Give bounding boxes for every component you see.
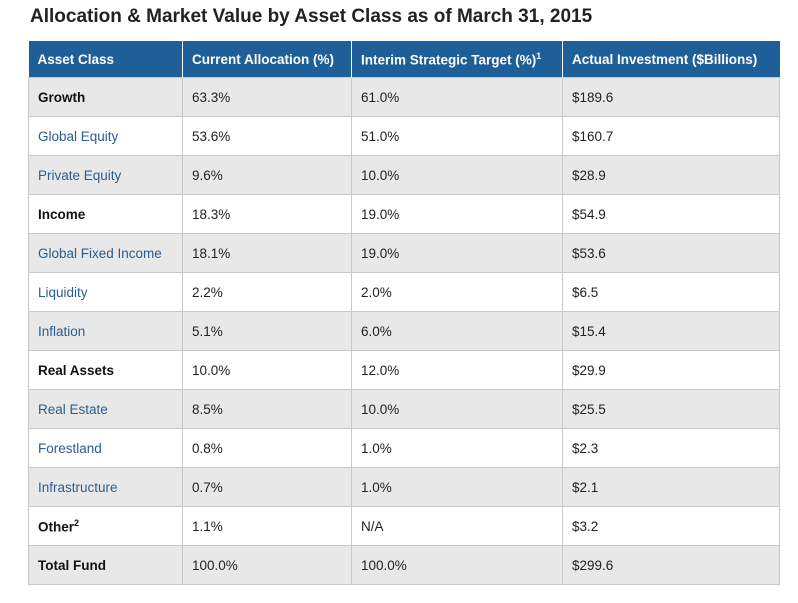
table-row: Liquidity 2.2% 2.0% $6.5 <box>28 272 780 312</box>
interim-target-cell: 2.0% <box>351 272 563 312</box>
table-row: Growth 63.3% 61.0% $189.6 <box>28 77 780 117</box>
table-row: Real Assets 10.0% 12.0% $29.9 <box>28 350 780 390</box>
actual-investment-cell: $160.7 <box>562 116 780 156</box>
interim-target-cell: 51.0% <box>351 116 563 156</box>
page-title: Allocation & Market Value by Asset Class… <box>30 6 593 27</box>
current-allocation-cell: 9.6% <box>182 155 352 195</box>
asset-class-label[interactable]: Global Fixed Income <box>38 245 162 261</box>
asset-class-cell[interactable]: Global Equity <box>28 116 183 156</box>
interim-target-cell: 12.0% <box>351 350 563 390</box>
actual-investment-cell: $2.1 <box>562 467 780 507</box>
asset-class-cell[interactable]: Inflation <box>28 311 183 351</box>
asset-class-label[interactable]: Infrastructure <box>38 479 118 495</box>
interim-target-cell: 100.0% <box>351 545 563 585</box>
asset-class-label: Income <box>38 206 86 222</box>
table-header-row: Asset Class Current Allocation (%) Inter… <box>28 41 780 78</box>
table-row: Infrastructure 0.7% 1.0% $2.1 <box>28 467 780 507</box>
actual-investment-cell: $15.4 <box>562 311 780 351</box>
header-current-allocation: Current Allocation (%) <box>182 41 352 78</box>
header-interim-target-label: Interim Strategic Target (%) <box>361 52 537 68</box>
current-allocation-cell: 0.8% <box>182 428 352 468</box>
footnote-marker: 2 <box>74 517 80 528</box>
asset-class-label[interactable]: Liquidity <box>38 284 88 300</box>
table-row: Real Estate 8.5% 10.0% $25.5 <box>28 389 780 429</box>
actual-investment-cell: $53.6 <box>562 233 780 273</box>
interim-target-cell: 61.0% <box>351 77 563 117</box>
actual-investment-cell: $29.9 <box>562 350 780 390</box>
asset-class-label[interactable]: Inflation <box>38 323 86 339</box>
table-row: Private Equity 9.6% 10.0% $28.9 <box>28 155 780 195</box>
table-row: Total Fund 100.0% 100.0% $299.6 <box>28 545 780 585</box>
asset-class-cell[interactable]: Global Fixed Income <box>28 233 183 273</box>
actual-investment-cell: $2.3 <box>562 428 780 468</box>
current-allocation-cell: 10.0% <box>182 350 352 390</box>
asset-class-cell[interactable]: Infrastructure <box>28 467 183 507</box>
current-allocation-cell: 53.6% <box>182 116 352 156</box>
current-allocation-cell: 100.0% <box>182 545 352 585</box>
actual-investment-cell: $299.6 <box>562 545 780 585</box>
footnote-marker: 1 <box>536 50 542 61</box>
asset-class-cell[interactable]: Real Estate <box>28 389 183 429</box>
asset-class-label: Real Assets <box>38 362 115 378</box>
interim-target-cell: 10.0% <box>351 155 563 195</box>
header-actual-investment: Actual Investment ($Billions) <box>562 41 780 78</box>
actual-investment-cell: $54.9 <box>562 194 780 234</box>
table-row: Forestland 0.8% 1.0% $2.3 <box>28 428 780 468</box>
interim-target-cell: 1.0% <box>351 428 563 468</box>
current-allocation-cell: 63.3% <box>182 77 352 117</box>
asset-class-label[interactable]: Global Equity <box>38 128 119 144</box>
asset-class-cell: Income <box>28 194 183 234</box>
asset-class-label[interactable]: Private Equity <box>38 167 122 183</box>
table-row: Other2 1.1% N/A $3.2 <box>28 506 780 546</box>
current-allocation-cell: 18.1% <box>182 233 352 273</box>
interim-target-cell: 19.0% <box>351 233 563 273</box>
actual-investment-cell: $6.5 <box>562 272 780 312</box>
interim-target-cell: 1.0% <box>351 467 563 507</box>
asset-class-cell: Growth <box>28 77 183 117</box>
actual-investment-cell: $25.5 <box>562 389 780 429</box>
asset-class-label: Growth <box>38 89 86 105</box>
current-allocation-cell: 8.5% <box>182 389 352 429</box>
actual-investment-cell: $3.2 <box>562 506 780 546</box>
current-allocation-cell: 1.1% <box>182 506 352 546</box>
actual-investment-cell: $28.9 <box>562 155 780 195</box>
table-row: Global Equity 53.6% 51.0% $160.7 <box>28 116 780 156</box>
current-allocation-cell: 18.3% <box>182 194 352 234</box>
asset-class-cell[interactable]: Forestland <box>28 428 183 468</box>
asset-class-cell[interactable]: Liquidity <box>28 272 183 312</box>
asset-class-cell: Total Fund <box>28 545 183 585</box>
asset-class-cell: Other2 <box>28 506 183 546</box>
table-body: Growth 63.3% 61.0% $189.6 Global Equity 53.6%… <box>28 77 780 585</box>
interim-target-cell: 10.0% <box>351 389 563 429</box>
header-interim-target: Interim Strategic Target (%)1 <box>351 41 563 78</box>
interim-target-cell: 6.0% <box>351 311 563 351</box>
interim-target-cell: N/A <box>351 506 563 546</box>
table-row: Inflation 5.1% 6.0% $15.4 <box>28 311 780 351</box>
asset-class-label[interactable]: Real Estate <box>38 401 108 417</box>
current-allocation-cell: 5.1% <box>182 311 352 351</box>
asset-class-label: Other <box>38 519 75 535</box>
allocation-table: Asset Class Current Allocation (%) Inter… <box>28 41 780 585</box>
current-allocation-cell: 0.7% <box>182 467 352 507</box>
asset-class-label[interactable]: Forestland <box>38 440 102 456</box>
table-row: Global Fixed Income 18.1% 19.0% $53.6 <box>28 233 780 273</box>
asset-class-label: Total Fund <box>38 557 106 573</box>
asset-class-cell: Real Assets <box>28 350 183 390</box>
table-row: Income 18.3% 19.0% $54.9 <box>28 194 780 234</box>
header-asset-class: Asset Class <box>28 41 183 78</box>
current-allocation-cell: 2.2% <box>182 272 352 312</box>
asset-class-cell[interactable]: Private Equity <box>28 155 183 195</box>
interim-target-cell: 19.0% <box>351 194 563 234</box>
actual-investment-cell: $189.6 <box>562 77 780 117</box>
